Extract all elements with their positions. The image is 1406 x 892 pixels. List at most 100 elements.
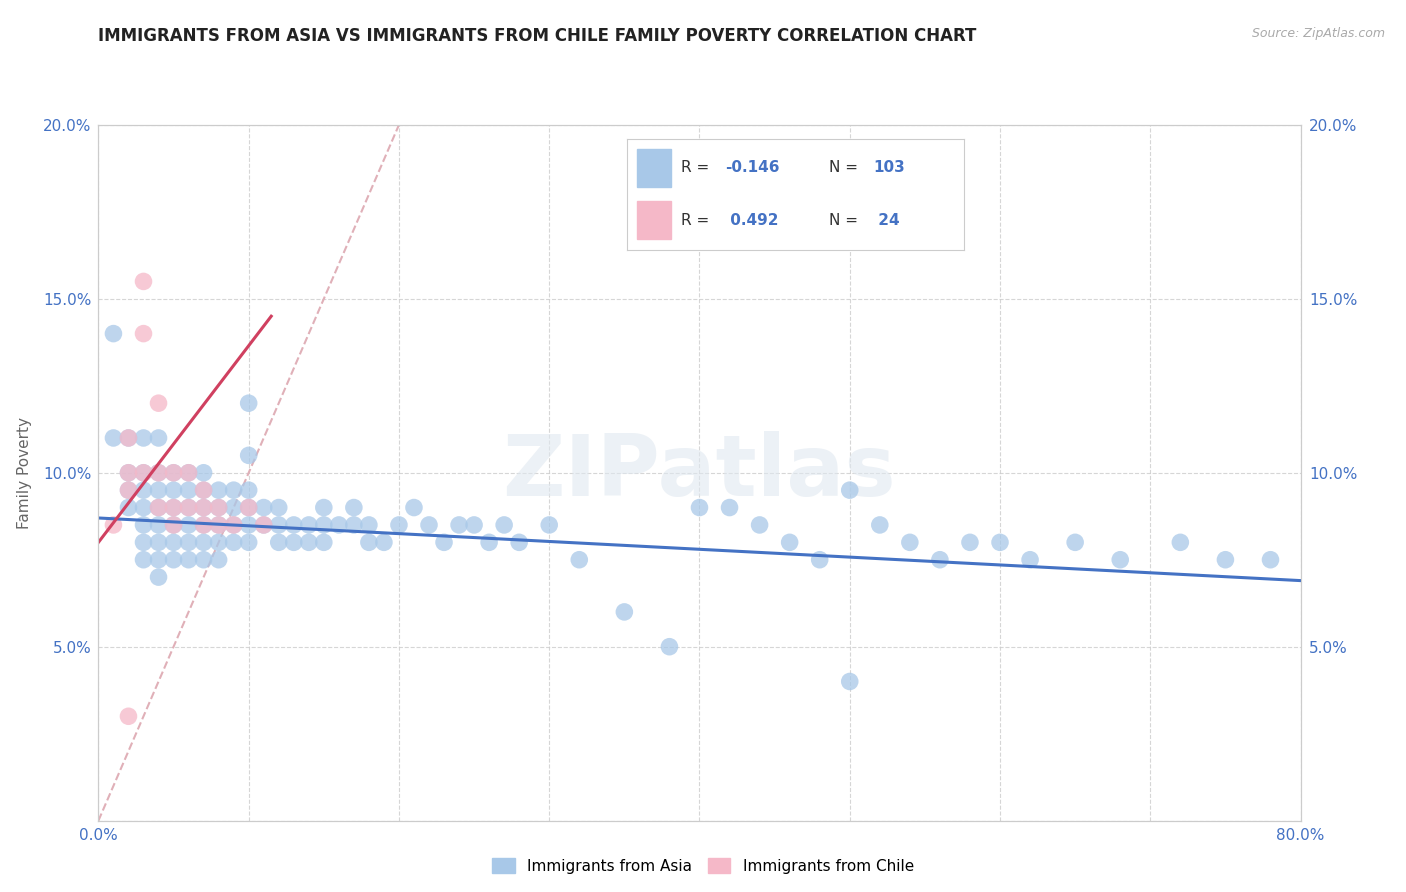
Point [148,466,170,480]
Point [208,483,231,497]
Point [117,500,139,515]
Y-axis label: Family Poverty: Family Poverty [17,417,32,529]
Point [1064,535,1087,549]
Point [838,674,860,689]
Point [267,500,290,515]
Point [418,517,440,532]
Point [447,517,470,532]
Point [162,552,184,567]
Point [869,517,891,532]
Point [494,517,516,532]
Point [193,466,215,480]
Point [222,517,245,532]
Point [193,483,215,497]
Point [193,517,215,532]
Point [238,483,260,497]
Point [193,535,215,549]
Point [689,500,711,515]
Point [988,535,1011,549]
Point [208,500,231,515]
Point [103,517,125,532]
Text: IMMIGRANTS FROM ASIA VS IMMIGRANTS FROM CHILE FAMILY POVERTY CORRELATION CHART: IMMIGRANTS FROM ASIA VS IMMIGRANTS FROM … [98,27,977,45]
Point [193,517,215,532]
Point [402,500,425,515]
Point [328,517,350,532]
Point [132,466,155,480]
Point [103,326,125,341]
Point [238,448,260,462]
Point [132,535,155,549]
Point [103,431,125,445]
Point [1260,552,1282,567]
Legend: Immigrants from Asia, Immigrants from Chile: Immigrants from Asia, Immigrants from Ch… [486,852,920,880]
Point [357,535,380,549]
Point [162,466,184,480]
Point [117,431,139,445]
Text: ZIPatlas: ZIPatlas [502,431,897,515]
Point [177,500,200,515]
Point [148,466,170,480]
Point [568,552,591,567]
Point [132,326,155,341]
Point [298,535,321,549]
Point [117,466,139,480]
Text: Source: ZipAtlas.com: Source: ZipAtlas.com [1251,27,1385,40]
Point [208,552,231,567]
Point [238,535,260,549]
Point [613,605,636,619]
Point [222,483,245,497]
Point [298,517,321,532]
Point [162,535,184,549]
Point [148,500,170,515]
Point [162,483,184,497]
Point [1019,552,1042,567]
Point [959,535,981,549]
Point [132,552,155,567]
Point [1170,535,1192,549]
Point [162,466,184,480]
Point [898,535,921,549]
Point [357,517,380,532]
Point [1215,552,1237,567]
Point [208,500,231,515]
Point [267,517,290,532]
Point [373,535,395,549]
Point [238,396,260,410]
Point [808,552,831,567]
Point [238,500,260,515]
Point [132,483,155,497]
Point [433,535,456,549]
Point [117,431,139,445]
Point [267,535,290,549]
Point [838,483,860,497]
Point [117,709,139,723]
Point [177,535,200,549]
Point [283,535,305,549]
Point [312,535,335,549]
Point [283,517,305,532]
Point [177,552,200,567]
Point [929,552,952,567]
Point [148,431,170,445]
Point [718,500,741,515]
Point [132,431,155,445]
Point [132,517,155,532]
Point [748,517,770,532]
Point [132,274,155,288]
Point [177,483,200,497]
Point [162,500,184,515]
Point [463,517,485,532]
Point [117,483,139,497]
Point [312,517,335,532]
Point [162,517,184,532]
Point [193,500,215,515]
Point [222,517,245,532]
Point [148,535,170,549]
Point [148,552,170,567]
Point [312,500,335,515]
Point [177,466,200,480]
Point [117,483,139,497]
Point [193,483,215,497]
Point [208,517,231,532]
Point [208,535,231,549]
